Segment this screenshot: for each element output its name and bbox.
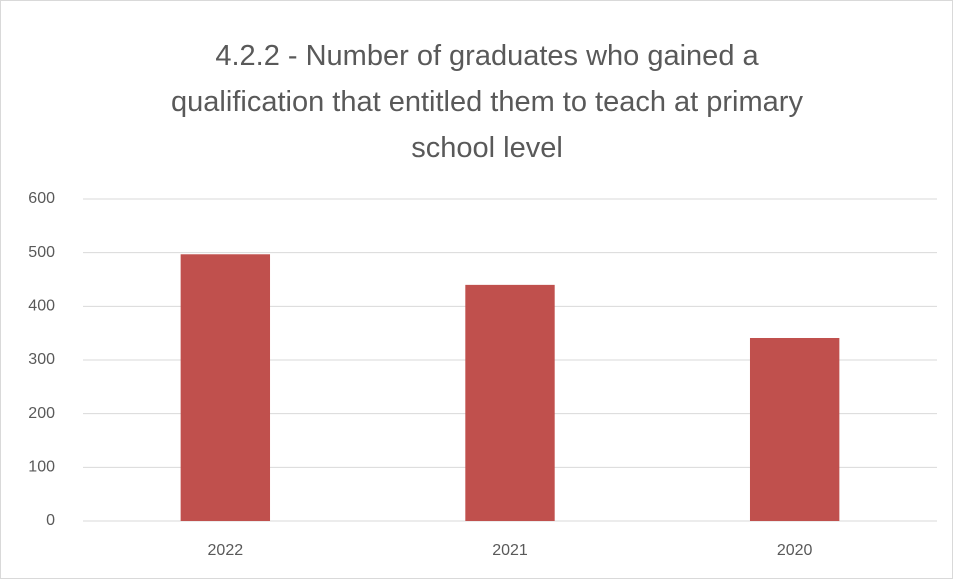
x-tick-label: 2021	[492, 542, 528, 559]
bar	[465, 284, 555, 521]
y-tick-label: 400	[28, 298, 55, 315]
y-tick-label: 300	[28, 351, 55, 368]
bar	[749, 337, 840, 521]
chart-title: 4.2.2 - Number of graduates who gained a…	[171, 40, 803, 164]
y-tick-label: 100	[28, 459, 55, 476]
y-tick-label: 600	[28, 190, 55, 207]
y-tick-label: 200	[28, 405, 55, 422]
y-tick-label: 500	[28, 244, 55, 261]
x-tick-label: 2020	[777, 542, 813, 559]
y-tick-label: 0	[46, 512, 55, 529]
bar	[180, 254, 271, 521]
x-tick-label: 2022	[208, 542, 244, 559]
